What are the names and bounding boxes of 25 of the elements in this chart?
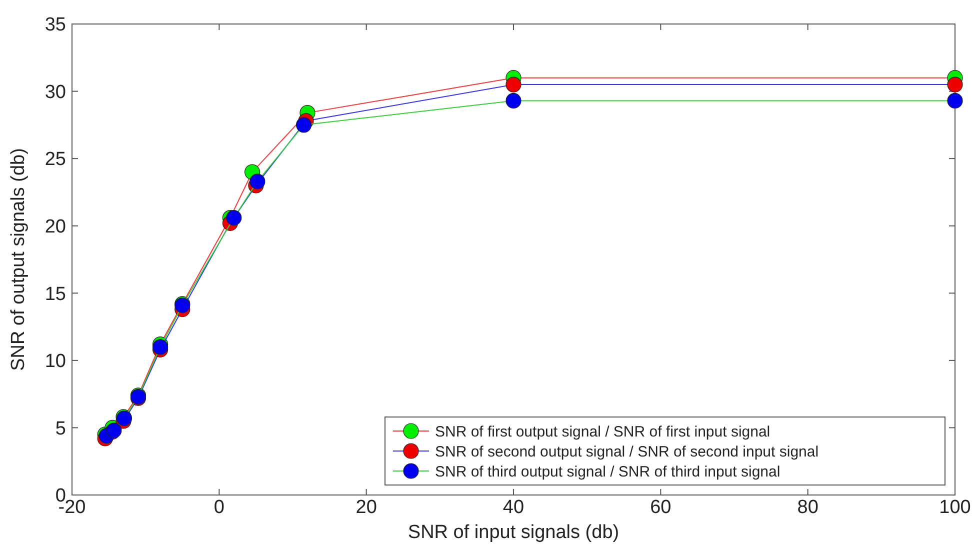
point — [506, 92, 522, 108]
y-tick-label: 20 — [44, 216, 66, 238]
point — [296, 117, 312, 133]
legend-label: SNR of second output signal / SNR of second input signal — [435, 443, 819, 460]
point — [226, 210, 242, 226]
x-axis-title: SNR of input signals (db) — [408, 522, 620, 543]
legend-label: SNR of first output signal / SNR of first input signal — [435, 423, 770, 440]
point — [506, 76, 522, 92]
point — [947, 76, 963, 92]
y-tick-label: 15 — [44, 284, 66, 305]
y-tick-label: 30 — [44, 82, 66, 103]
x-tick-label: 0 — [214, 497, 224, 518]
point — [250, 174, 266, 190]
x-tick-label: 20 — [356, 497, 377, 518]
point — [947, 92, 963, 108]
x-tick-label: 80 — [797, 497, 818, 518]
y-tick-label: 10 — [44, 351, 66, 372]
legend-label: SNR of third output signal / SNR of third input signal — [435, 463, 780, 480]
x-tick-label: 40 — [502, 497, 524, 518]
y-tick-label: 5 — [55, 418, 66, 440]
x-tick-label: 60 — [650, 497, 672, 518]
y-axis-title: SNR of output signals (db) — [8, 148, 29, 371]
x-tick-label: 100 — [939, 497, 971, 518]
y-tick-label: 25 — [44, 149, 66, 170]
y-tick-label: 35 — [44, 14, 66, 36]
